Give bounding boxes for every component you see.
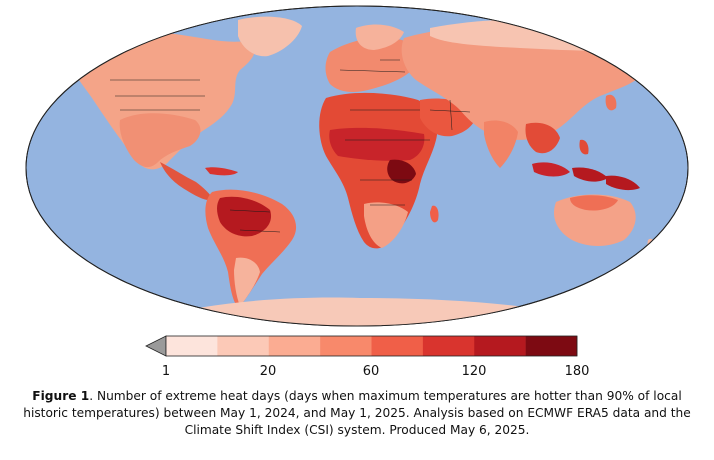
map-svg — [25, 5, 689, 327]
tick-label-60: 60 — [362, 364, 380, 379]
indonesia-2 — [572, 167, 608, 182]
tick-label-120: 120 — [461, 364, 487, 379]
scandinavia — [355, 24, 404, 50]
india — [484, 120, 518, 168]
sahel-band — [329, 127, 425, 161]
new-guinea — [606, 175, 640, 191]
legend-bar — [145, 335, 578, 357]
asia — [401, 25, 649, 140]
caribbean — [205, 167, 238, 176]
color-legend — [0, 332, 714, 382]
australia-north — [570, 195, 618, 211]
legend-frame — [165, 335, 578, 357]
world-heat-map — [25, 5, 689, 327]
caption-text: . Number of extreme heat days (days when… — [23, 389, 691, 437]
tick-label-180: 180 — [564, 364, 590, 379]
country-borders — [110, 59, 471, 233]
japan — [605, 94, 617, 111]
philippines — [579, 139, 589, 155]
central-america — [160, 162, 214, 201]
legend-bin-5 — [422, 336, 475, 356]
legend-bin-6 — [474, 336, 526, 356]
figure-caption: Figure 1. Number of extreme heat days (d… — [20, 388, 694, 439]
greenland — [238, 16, 302, 57]
indonesia-1 — [532, 162, 570, 177]
australia — [553, 194, 636, 246]
legend-bin-7 — [525, 336, 578, 356]
legend-bin-4 — [371, 336, 424, 356]
north-america — [70, 33, 256, 170]
legend-bin-3 — [320, 336, 372, 356]
madagascar — [430, 205, 439, 223]
tick-label-20: 20 — [259, 364, 277, 379]
amazon-hotspot — [217, 196, 272, 237]
south-america-south — [234, 257, 260, 306]
antarctica — [150, 297, 620, 326]
legend-bin-0 — [166, 336, 218, 356]
legend-bin-2 — [268, 336, 321, 356]
legend-bin-1 — [217, 336, 270, 356]
europe — [325, 37, 418, 92]
southeast-asia — [525, 122, 560, 154]
caption-label: Figure 1 — [32, 389, 90, 403]
tick-label-1: 1 — [161, 364, 171, 379]
central-africa-hotspot — [387, 159, 416, 184]
legend-under-arrow — [145, 335, 167, 357]
legend-tick-labels: 1 20 60 120 180 — [0, 364, 714, 384]
southern-africa — [364, 202, 408, 248]
north-america-south — [119, 113, 201, 168]
new-zealand — [647, 238, 655, 252]
